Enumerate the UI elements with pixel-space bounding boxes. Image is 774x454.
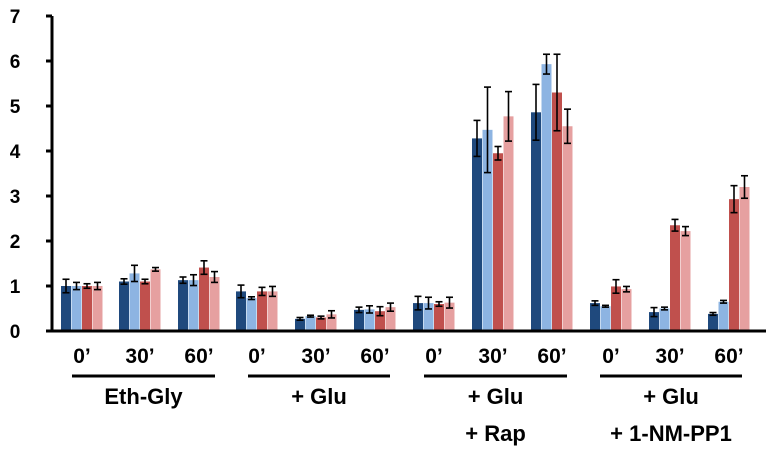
group-labels: Eth-Gly + Glu + Glu + Rap + Glu + 1-NM-PP1 — [72, 374, 742, 446]
bar — [188, 280, 199, 331]
bar — [621, 289, 632, 331]
bar — [413, 303, 423, 331]
bar — [385, 307, 396, 331]
bar — [493, 153, 503, 331]
bar — [590, 303, 600, 331]
y-tick-label: 3 — [10, 187, 21, 208]
bars — [61, 64, 750, 332]
x-tick-label: 0’ — [248, 345, 266, 368]
bar — [82, 286, 92, 331]
x-tick-label: 30’ — [655, 345, 684, 368]
bar — [739, 187, 750, 331]
bar — [375, 311, 385, 331]
bar — [236, 291, 246, 331]
bar — [472, 138, 482, 331]
x-tick-label: 30’ — [125, 345, 154, 368]
bar — [729, 199, 739, 331]
bar — [718, 301, 729, 331]
y-axis: 0 1 2 3 4 5 6 7 — [10, 7, 54, 343]
y-tick-label: 5 — [10, 97, 21, 118]
bar — [708, 313, 718, 331]
bar — [199, 267, 209, 331]
y-tick-label: 4 — [10, 142, 21, 163]
y-tick-label: 2 — [10, 232, 21, 253]
y-tick-label: 7 — [10, 7, 21, 28]
bar — [423, 303, 434, 331]
bar — [482, 129, 493, 331]
bar — [659, 308, 670, 331]
x-tick-label: 30’ — [301, 345, 330, 368]
bar — [680, 231, 691, 331]
bar — [92, 286, 103, 331]
group-label: + Rap — [465, 421, 526, 446]
bar — [503, 116, 514, 331]
group-label: + Glu — [468, 384, 524, 409]
group-label: Eth-Gly — [104, 384, 183, 409]
y-tick-label: 1 — [10, 277, 21, 298]
bar — [326, 314, 337, 331]
bar — [119, 281, 129, 331]
x-tick-label: 60’ — [714, 345, 743, 368]
y-tick-label: 6 — [10, 52, 21, 73]
group-label: + Glu — [291, 384, 347, 409]
bar — [434, 304, 444, 331]
x-tick-label: 60’ — [184, 345, 213, 368]
bar — [150, 269, 161, 331]
bar — [246, 298, 257, 331]
group-label: + 1-NM-PP1 — [610, 421, 732, 446]
bar — [444, 302, 455, 331]
bar — [129, 273, 140, 331]
bar — [649, 312, 659, 331]
bar — [61, 286, 71, 331]
bar — [562, 126, 573, 331]
bar — [600, 306, 611, 331]
x-tick-label: 0’ — [602, 345, 620, 368]
bar — [364, 309, 375, 331]
bar — [541, 64, 552, 332]
bar — [316, 317, 326, 331]
x-tick-label: 30’ — [478, 345, 507, 368]
bar — [267, 291, 278, 331]
x-tick-label: 60’ — [360, 345, 389, 368]
x-axis: 0’ 30’ 60’ 0’ 30’ 60’ 0’ 30’ 60’ 0’ 30’ 60’ — [52, 329, 766, 368]
bar — [305, 316, 316, 331]
x-tick-label: 60’ — [537, 345, 566, 368]
bar — [71, 286, 82, 331]
bar — [209, 277, 220, 331]
bar — [354, 309, 364, 331]
group-label: + Glu — [643, 384, 699, 409]
y-tick-label: 0 — [10, 322, 21, 343]
bar — [670, 225, 680, 331]
error-bars — [62, 53, 748, 322]
bar — [552, 92, 562, 331]
bar — [611, 286, 621, 331]
x-tick-label: 0’ — [73, 345, 91, 368]
bar — [257, 291, 267, 331]
bar — [178, 280, 188, 331]
bar — [140, 281, 150, 331]
x-tick-label: 0’ — [425, 345, 443, 368]
bar — [295, 318, 305, 331]
bar — [531, 112, 541, 331]
